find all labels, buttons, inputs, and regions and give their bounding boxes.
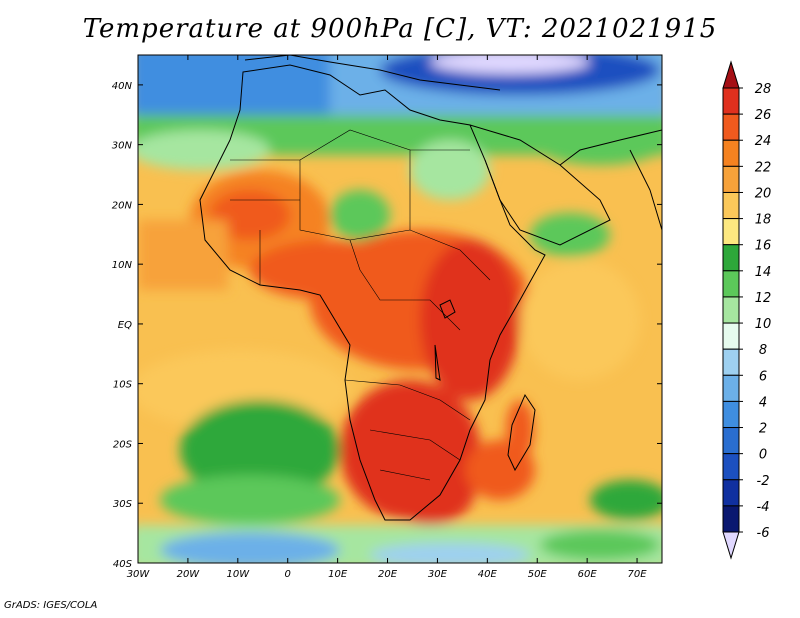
colorbar-box [722,505,740,533]
colorbar-label: 26 [755,108,772,123]
colorbar-bottom-triangle [722,531,740,560]
colorbar-label: -2 [757,474,770,489]
map-title: Temperature at 900hPa [C], VT: 202102191… [82,14,718,44]
grads-credit: GrADS: IGES/COLA [4,600,98,611]
colorbar-label: 24 [755,134,772,149]
colorbar-label: 14 [755,265,772,280]
colorbar-label: 4 [759,395,767,410]
lat-tick-label: 40N [112,81,133,92]
lat-tick-label: 10S [113,380,133,391]
lat-tick-label: 30N [112,141,133,152]
colorbar-box [722,348,740,376]
lon-tick-label: 30W [127,569,151,580]
colorbar-box [722,244,740,272]
colorbar-box [722,87,740,115]
colorbar-box [722,218,740,246]
colorbar-box [722,479,740,507]
colorbar-label: 28 [755,82,772,97]
lon-tick-label: 10W [226,569,250,580]
latitude-axis: 40N 30N 20N 10N EQ 10S 20S 30S 40S [112,81,662,570]
colorbar-box [722,427,740,455]
lat-tick-label: 20N [112,200,133,211]
lat-tick-label: 30S [113,499,133,510]
lon-tick-label: 40E [478,569,498,580]
colorbar-box [722,165,740,193]
colorbar-label: 12 [755,291,772,306]
coastlines [199,55,662,521]
temperature-field [138,55,662,563]
colorbar-label: 2 [759,422,767,437]
colorbar-label: 18 [755,213,772,228]
colorbar-label: 8 [759,343,767,358]
colorbar-label: 10 [755,317,772,332]
lat-tick-label: 10N [112,260,133,271]
colorbar-top-triangle [722,60,740,89]
lat-tick-label: 40S [113,559,133,570]
lon-tick-label: 50E [528,569,548,580]
colorbar-label: -6 [757,526,770,541]
longitude-axis: 30W 20W 10W 0 10E 20E 30E 40E 50E 60E 70E [127,55,648,580]
colorbar-box [722,296,740,324]
lon-tick-label: 20W [177,569,201,580]
colorbar-box [722,139,740,167]
colorbar-box [722,322,740,350]
colorbar-label: 22 [755,160,772,175]
lon-tick-label: 10E [328,569,348,580]
lon-tick-label: 20E [378,569,398,580]
lon-tick-label: 60E [578,569,598,580]
lon-tick-label: 0 [285,569,291,580]
colorbar-label: 0 [759,448,767,463]
plot-frame [137,54,663,564]
country-borders [230,129,491,481]
colorbar-box [722,191,740,220]
colorbar-box [722,453,740,481]
colorbar-label: 20 [755,186,772,201]
colorbar-label: -4 [757,500,770,515]
colorbar-box [722,113,740,141]
colorbar-box [722,374,740,402]
colorbar-box [722,270,740,298]
colorbar-label: 6 [759,369,767,384]
lon-tick-label: 30E [428,569,448,580]
lat-tick-label: 20S [113,439,133,450]
lon-tick-label: 70E [628,569,648,580]
lat-tick-label: EQ [118,320,132,331]
colorbar-label: 16 [755,239,772,254]
colorbar-box [722,400,740,429]
